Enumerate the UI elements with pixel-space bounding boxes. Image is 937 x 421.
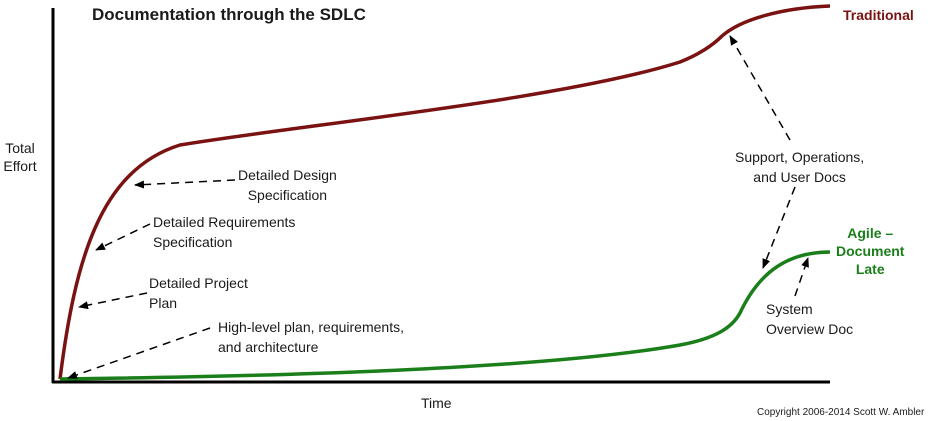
annotation-highlevel-line2: and architecture bbox=[218, 339, 319, 355]
annotation-requirements: Detailed Requirements Specification bbox=[153, 212, 295, 252]
agile-label-line2: Document bbox=[836, 243, 905, 259]
y-axis-label-line1: Total bbox=[5, 140, 35, 156]
copyright-notice: Copyright 2006-2014 Scott W. Ambler bbox=[757, 407, 925, 418]
agile-curve bbox=[59, 250, 831, 381]
agile-label: Agile – Document Late bbox=[836, 224, 904, 278]
annotation-support-line1: Support, Operations, bbox=[735, 149, 865, 165]
traditional-curve bbox=[58, 4, 831, 380]
system-overview-arrow bbox=[794, 257, 809, 297]
annotation-support-line2: and User Docs bbox=[753, 169, 846, 185]
annotation-project-line1: Detailed Project bbox=[149, 275, 248, 291]
project-arrow bbox=[78, 292, 148, 310]
annotation-requirements-line2: Specification bbox=[153, 234, 233, 250]
traditional-label: Traditional bbox=[843, 7, 914, 23]
support-arrow-to-traditional bbox=[729, 35, 791, 141]
annotation-requirements-line1: Detailed Requirements bbox=[153, 214, 296, 230]
support-arrow-to-agile bbox=[762, 186, 796, 269]
annotation-project-line2: Plan bbox=[149, 295, 178, 311]
annotation-highlevel-line1: High-level plan, requirements, bbox=[218, 319, 404, 335]
x-axis-label: Time bbox=[421, 395, 452, 411]
design-arrow bbox=[134, 179, 236, 189]
annotation-design-line1: Detailed Design bbox=[238, 167, 337, 183]
agile-label-line1: Agile – bbox=[847, 225, 894, 241]
annotation-support: Support, Operations, and User Docs bbox=[735, 147, 864, 187]
annotation-project: Detailed Project Plan bbox=[149, 273, 248, 313]
annotation-system-overview: System Overview Doc bbox=[766, 299, 853, 339]
annotation-system-overview-line2: Overview Doc bbox=[766, 321, 854, 337]
annotation-design-line2: Specification bbox=[247, 187, 328, 203]
y-axis-label: Total Effort bbox=[0, 139, 40, 175]
highlevel-arrow bbox=[67, 327, 211, 379]
agile-label-line3: Late bbox=[855, 261, 885, 277]
annotation-highlevel: High-level plan, requirements, and archi… bbox=[218, 317, 404, 357]
diagram-title: Documentation through the SDLC bbox=[92, 5, 366, 24]
y-axis-label-line2: Effort bbox=[3, 158, 37, 174]
annotation-system-overview-line1: System bbox=[766, 301, 813, 317]
requirements-arrow bbox=[95, 223, 151, 251]
annotation-design: Detailed Design Specification bbox=[238, 165, 337, 205]
